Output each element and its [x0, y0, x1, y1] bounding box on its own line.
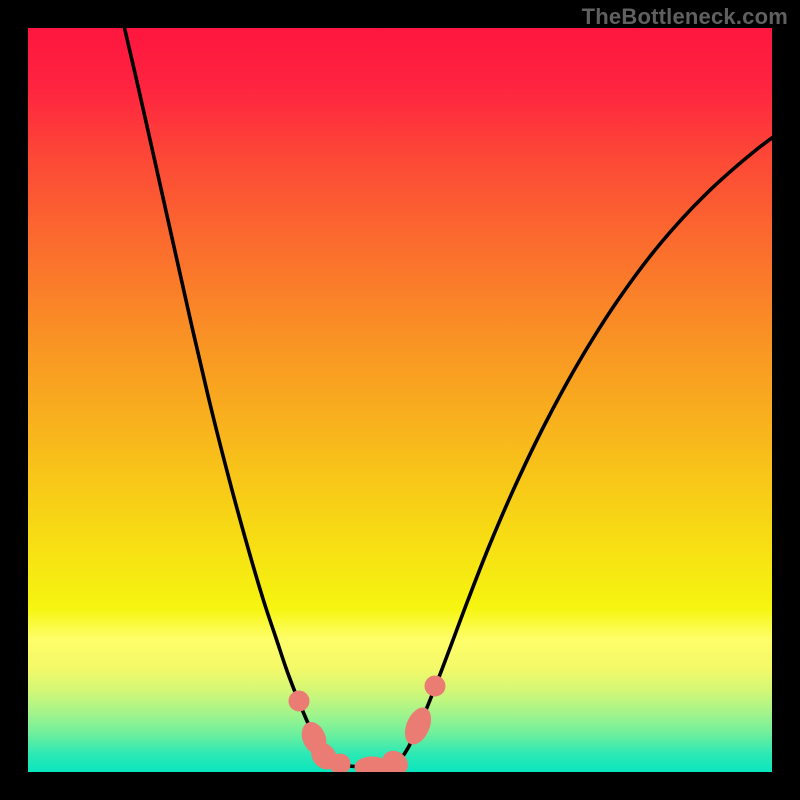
chart-canvas: [0, 0, 800, 800]
bottleneck-curve-chart: [0, 0, 800, 800]
watermark-text: TheBottleneck.com: [582, 4, 788, 30]
curve-marker: [289, 691, 309, 711]
curve-marker: [330, 754, 350, 774]
curve-marker: [425, 676, 445, 696]
chart-gradient-background: [28, 28, 772, 772]
